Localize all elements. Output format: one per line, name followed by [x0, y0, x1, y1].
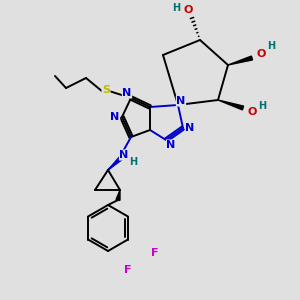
- Text: O: O: [247, 107, 257, 117]
- Text: H: H: [267, 41, 275, 51]
- Polygon shape: [108, 157, 122, 170]
- Text: N: N: [167, 140, 176, 150]
- Text: N: N: [110, 112, 120, 122]
- Text: H: H: [172, 3, 180, 13]
- Polygon shape: [218, 100, 244, 110]
- Text: O: O: [183, 5, 193, 15]
- Text: N: N: [176, 96, 186, 106]
- Text: S: S: [102, 85, 110, 95]
- Polygon shape: [116, 190, 120, 200]
- Text: H: H: [129, 157, 137, 167]
- Text: O: O: [256, 49, 266, 59]
- Text: N: N: [119, 150, 129, 160]
- Text: N: N: [185, 123, 195, 133]
- Text: F: F: [124, 265, 132, 275]
- Text: N: N: [122, 88, 132, 98]
- Polygon shape: [228, 56, 253, 65]
- Text: F: F: [151, 248, 159, 258]
- Text: H: H: [258, 101, 266, 111]
